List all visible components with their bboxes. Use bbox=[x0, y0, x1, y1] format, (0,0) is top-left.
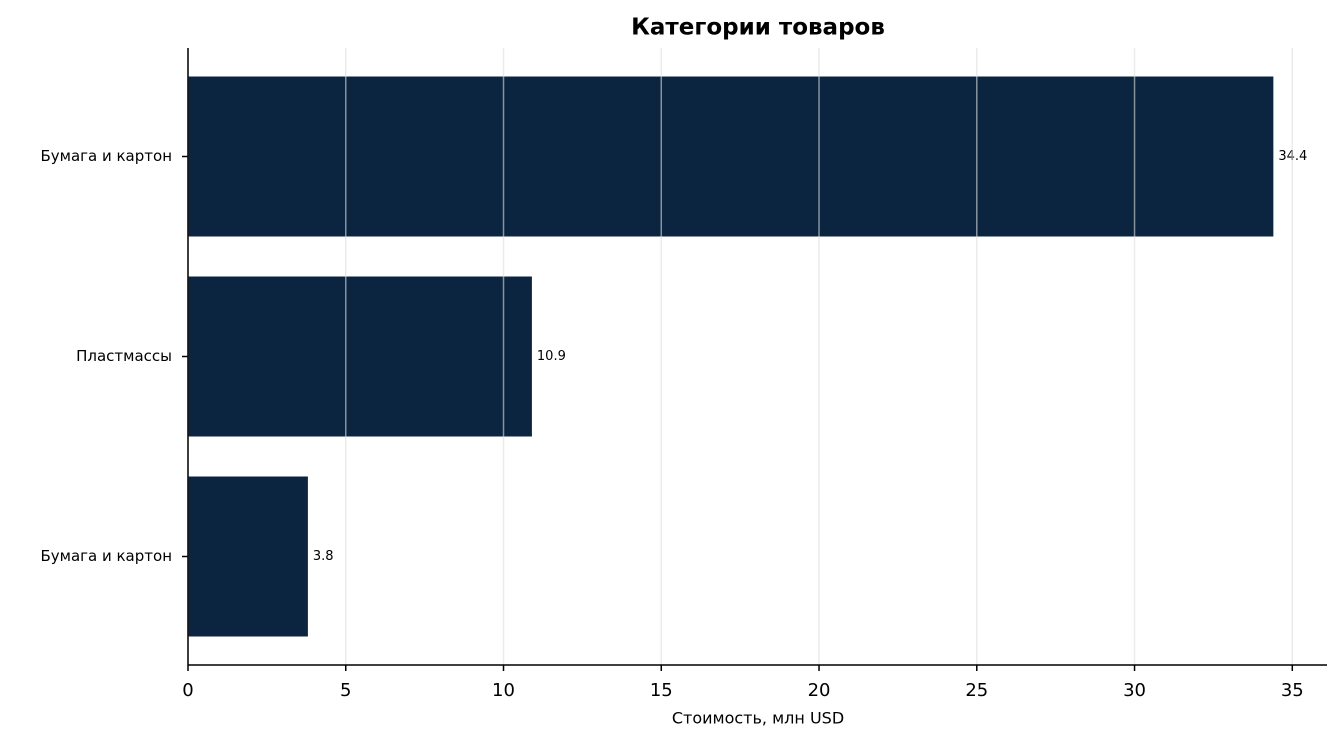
bar bbox=[188, 76, 1274, 237]
x-tick-label: 15 bbox=[650, 680, 673, 701]
y-tick-label: Бумага и картон bbox=[40, 547, 172, 565]
data-label: 10.9 bbox=[537, 349, 566, 364]
y-tick-label: Пластмассы bbox=[76, 347, 172, 365]
bar bbox=[188, 276, 532, 437]
bar bbox=[188, 476, 308, 637]
chart-title: Категории товаров bbox=[631, 15, 885, 41]
x-tick-label: 5 bbox=[340, 680, 351, 701]
x-tick-label: 25 bbox=[965, 680, 988, 701]
x-tick-label: 20 bbox=[808, 680, 831, 701]
x-axis-label: Стоимость, млн USD bbox=[672, 709, 844, 728]
x-tick-label: 35 bbox=[1281, 680, 1304, 701]
x-tick-label: 0 bbox=[182, 680, 193, 701]
y-tick-label: Бумага и картон bbox=[40, 147, 172, 165]
x-tick-label: 30 bbox=[1123, 680, 1146, 701]
data-label: 3.8 bbox=[313, 549, 334, 564]
x-tick-label: 10 bbox=[492, 680, 515, 701]
